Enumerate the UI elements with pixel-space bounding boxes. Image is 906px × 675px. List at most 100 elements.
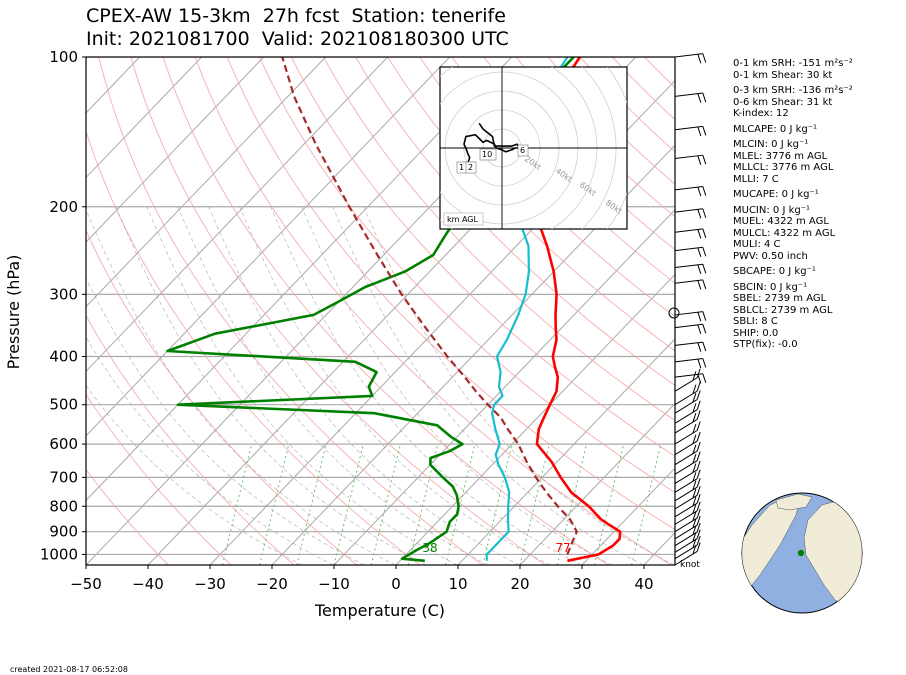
dry-adiabat-line: [130, 57, 546, 565]
dry-adiabat-line: [86, 129, 421, 565]
wind-barb-flag: [696, 441, 701, 452]
wind-barb-flag: [696, 501, 701, 511]
stat-line: SBCIN: 0 J kg⁻¹: [733, 281, 808, 293]
isotherm-line: [86, 57, 203, 179]
wind-barb-flag: [692, 371, 697, 381]
wind-barb-flag: [697, 186, 702, 197]
wind-barb-flag: [697, 229, 702, 239]
stat-line: 0-6 km Shear: 31 kt: [733, 96, 833, 108]
stats-panel: 0-1 km SRH: -151 m²s⁻² 0-1 km Shear: 30 k…: [733, 58, 853, 351]
calm-wind-circle: [668, 307, 680, 319]
surface-temperature-label: 77: [555, 541, 570, 555]
mixing-ratio-line: [519, 443, 550, 565]
stat-line: K-index: 12: [733, 108, 789, 119]
stat-line: PWV: 0.50 inch: [733, 250, 808, 262]
wind-barb-flag: [702, 208, 707, 218]
wind-barb-flag: [702, 264, 707, 274]
y-tick-label: 400: [49, 348, 78, 366]
wind-barb-flag: [697, 312, 702, 322]
moist-adiabat-line: [177, 206, 489, 565]
y-tick-label: 300: [49, 285, 78, 303]
wind-barb-flag: [692, 511, 697, 521]
wind-barb-flag: [692, 393, 697, 403]
wind-barb-flag: [696, 421, 701, 431]
isotherm-line: [86, 57, 451, 437]
x-tick-label: 10: [448, 575, 467, 593]
dry-adiabat-line: [258, 57, 675, 494]
wind-barb-flag: [696, 508, 701, 519]
x-axis-label: Temperature (C): [314, 601, 445, 620]
created-timestamp: created 2021-08-17 06:52:08: [10, 665, 128, 674]
dry-adiabat-line: [86, 314, 295, 565]
wind-barb-flag: [692, 538, 697, 548]
wind-barb-flag: [692, 496, 697, 506]
chart-title-line1: CPEX-AW 15-3km 27h fcst Station: tenerif…: [86, 5, 506, 27]
y-tick-label: 100: [49, 48, 78, 66]
wind-barb-flag: [692, 488, 697, 499]
wind-barb-flag: [702, 279, 707, 290]
mixing-ratio-line: [445, 443, 476, 565]
wind-barb-flag: [697, 209, 702, 219]
dry-adiabat-line: [290, 57, 675, 457]
wind-barb-flag: [702, 126, 707, 136]
moist-adiabat-line: [86, 384, 303, 565]
wind-barb-flag: [702, 341, 707, 352]
height-label-box: [517, 144, 529, 157]
stat-line: MULI: 4 C: [733, 239, 781, 250]
mixing-ratio-line: [259, 443, 290, 565]
wind-barb-flag: [696, 494, 701, 504]
height-label-box: [479, 148, 497, 161]
stat-line: MUCAPE: 0 J kg⁻¹: [733, 189, 819, 200]
mixing-ratio-line: [482, 443, 513, 565]
wind-barb-flag: [696, 542, 701, 552]
wind-barb-flag: [697, 374, 702, 384]
wind-barb-flag: [692, 412, 697, 423]
stat-line: MLCIN: 0 J kg⁻¹: [733, 139, 809, 150]
dry-adiabat-line: [323, 57, 675, 422]
wind-barb-flag: [696, 400, 701, 410]
hodograph-legend-box: [443, 212, 484, 226]
isotherm-line: [519, 402, 675, 565]
wind-barb-flag: [692, 403, 697, 413]
isotherm-line: [395, 273, 675, 565]
x-tick-label: −30: [194, 575, 226, 593]
wind-barb-flag: [696, 469, 701, 479]
wind-barb-flag: [702, 228, 707, 239]
wind-barb-flag: [702, 311, 707, 321]
height-label-box: [465, 161, 477, 174]
y-tick-label: 700: [49, 468, 78, 486]
hodograph-legend: km AGL: [447, 215, 479, 224]
height-label: 2: [468, 163, 473, 172]
y-tick-label: 1000: [40, 545, 78, 563]
height-label: 6: [520, 146, 525, 155]
dry-adiabat-line: [86, 228, 358, 565]
wind-barb-flag: [696, 460, 701, 471]
mixing-ratio-line: [333, 443, 364, 565]
mixing-ratio-line: [556, 443, 587, 565]
isotherm-line: [86, 57, 389, 373]
x-tick-label: 30: [572, 575, 591, 593]
wind-barb-flag: [696, 368, 701, 378]
mixing-ratio-line: [631, 443, 662, 565]
stat-line: 0-1 km SRH: -151 m²s⁻²: [733, 58, 853, 69]
moist-adiabat-line: [86, 336, 334, 565]
isotherm-line: [581, 467, 675, 565]
moist-adiabat-line: [301, 206, 613, 565]
stat-line: MULCL: 4322 m AGL: [733, 227, 836, 239]
plot-frame: [85, 56, 676, 566]
mixing-ratio-line: [593, 443, 625, 565]
dry-adiabat-line: [387, 57, 675, 352]
globe-land-greenland: [775, 493, 813, 511]
wind-barb-flag: [697, 342, 702, 352]
stat-line: MUEL: 4322 m AGL: [733, 216, 829, 227]
moist-adiabat-line: [115, 206, 427, 565]
wind-barb-flag: [696, 516, 701, 526]
dry-adiabat-line: [86, 468, 169, 565]
wind-barb-flag: [697, 324, 702, 335]
stat-line: SBLCL: 2739 m AGL: [733, 304, 833, 316]
y-tick-label: 900: [49, 523, 78, 541]
moist-adiabat-line: [208, 206, 520, 565]
isotherm-line: [86, 57, 327, 308]
isotherm-line: [86, 57, 265, 243]
